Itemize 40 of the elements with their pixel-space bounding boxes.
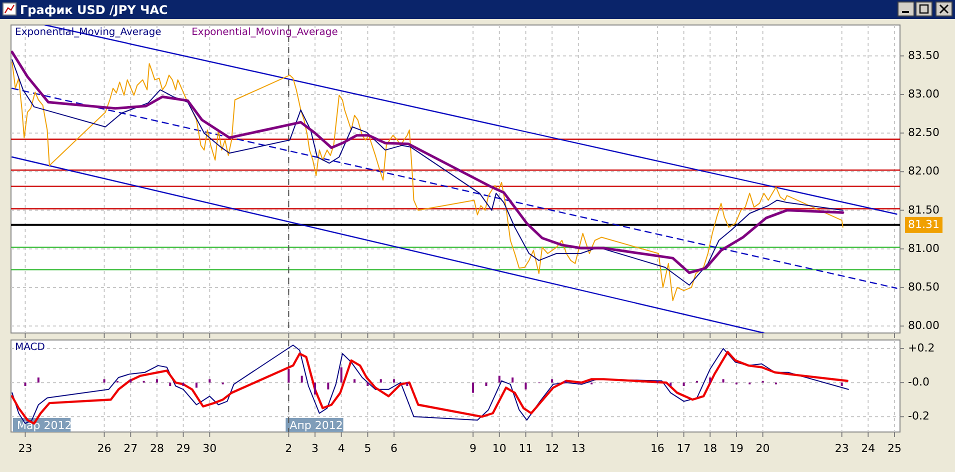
x-tick-label: 20 xyxy=(756,442,770,455)
x-tick-label: 16 xyxy=(650,442,664,455)
x-tick-label: 23 xyxy=(834,442,849,455)
x-tick-label: 6 xyxy=(390,442,398,455)
x-tick-label: 23 xyxy=(18,442,32,455)
x-tick-label: 26 xyxy=(97,442,112,455)
x-tick-label: 25 xyxy=(888,442,902,455)
ref-line-label: Апр 2012 xyxy=(290,419,343,432)
x-tick-label: 24 xyxy=(861,442,876,455)
x-tick-label: 18 xyxy=(703,442,718,455)
x-tick-label: 4 xyxy=(338,442,345,455)
chart-title: MACD xyxy=(15,342,46,353)
chart-title: График USD /JPY ЧАС xyxy=(20,3,168,17)
y-tick-label: 81.50 xyxy=(908,203,940,216)
x-tick-label: 11 xyxy=(518,442,533,455)
y-tick-label: 82.50 xyxy=(908,126,940,140)
x-tick-label: 27 xyxy=(124,442,138,455)
y-tick-label: 81.00 xyxy=(908,242,940,255)
x-tick-label: 12 xyxy=(545,442,560,455)
x-tick-label: 2 xyxy=(285,442,292,455)
y-tick-label: 80.50 xyxy=(908,280,940,294)
x-tick-label: 17 xyxy=(676,442,691,455)
x-tick-label: 10 xyxy=(492,442,506,455)
y-tick-label: 83.00 xyxy=(908,87,940,100)
x-tick-label: 29 xyxy=(176,442,190,455)
y-tick-label: 83.50 xyxy=(908,48,940,62)
x-tick-label: 19 xyxy=(729,442,744,455)
x-tick-label: 13 xyxy=(571,442,586,455)
x-tick-label: 9 xyxy=(470,442,477,455)
y-tick-label: 82.00 xyxy=(908,164,940,178)
y-tick-label: +0.2 xyxy=(908,342,935,355)
x-tick-label: 30 xyxy=(202,442,217,455)
x-tick-label: 5 xyxy=(364,442,372,455)
y-tick-label: 80.00 xyxy=(908,319,940,332)
text: Exponential_Moving_Average xyxy=(192,27,338,38)
ref-line-label: 81.31 xyxy=(908,218,940,231)
x-tick-label: 3 xyxy=(312,442,319,455)
x-tick-label: 28 xyxy=(150,442,164,455)
y-tick-label: -0.2 xyxy=(908,410,930,423)
y-tick-label: -0.0 xyxy=(908,376,930,389)
